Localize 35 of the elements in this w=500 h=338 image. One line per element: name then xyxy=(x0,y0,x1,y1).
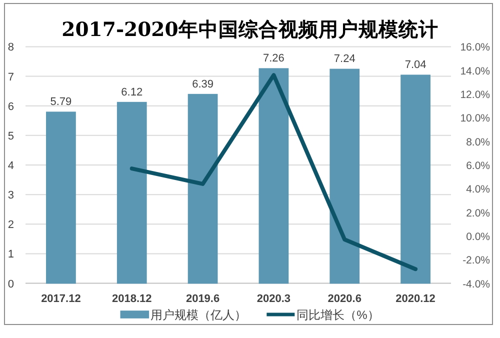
y2-tick-label: 14.0% xyxy=(460,65,490,78)
x-tick-label: 2017.12 xyxy=(41,293,81,305)
y2-tick-label: 8.0% xyxy=(466,136,490,148)
x-tick-label: 2020.3 xyxy=(256,293,291,305)
y2-tick-label: -2.0% xyxy=(462,254,490,267)
data-label: 7.26 xyxy=(263,52,284,65)
data-label: 5.79 xyxy=(50,96,72,108)
y-tick-label: 1 xyxy=(8,248,14,261)
data-label: 7.24 xyxy=(334,53,356,66)
y-tick-label: 3 xyxy=(8,190,14,202)
y-tick-label: 6 xyxy=(8,100,14,113)
y-tick-label: 7 xyxy=(8,71,14,84)
legend-label: 用户规模（亿人） xyxy=(150,308,247,322)
title: 2017-2020年中国综合视频用户规模统计 xyxy=(62,18,438,41)
y2-tick-label: 10.0% xyxy=(460,112,490,125)
data-label: 6.39 xyxy=(192,78,214,90)
y-tick-label: 0 xyxy=(8,278,14,290)
y-tick-label: 2 xyxy=(8,219,14,232)
data-label: 7.04 xyxy=(404,59,426,72)
y2-tick-label: 6.0% xyxy=(466,160,490,172)
y2-tick-label: -4.0% xyxy=(462,278,490,290)
y2-tick-label: 16.0% xyxy=(460,42,490,54)
y-tick-label: 4 xyxy=(8,160,14,172)
y2-tick-label: 2.0% xyxy=(466,207,490,220)
y2-tick-label: 4.0% xyxy=(466,184,490,196)
x-tick-label: 2018.12 xyxy=(112,293,152,305)
x-tick-label: 2019.6 xyxy=(186,293,220,305)
x-tick-label: 2020.6 xyxy=(328,293,362,305)
y2-tick-label: 0.0% xyxy=(466,230,490,243)
legend-label: 同比增长（%） xyxy=(296,308,380,322)
data-label: 6.12 xyxy=(121,86,143,98)
x-tick-label: 2020.12 xyxy=(396,293,436,305)
y-tick-label: 8 xyxy=(8,42,14,54)
y2-tick-label: 12.0% xyxy=(460,89,490,102)
y-tick-label: 5 xyxy=(8,130,14,142)
